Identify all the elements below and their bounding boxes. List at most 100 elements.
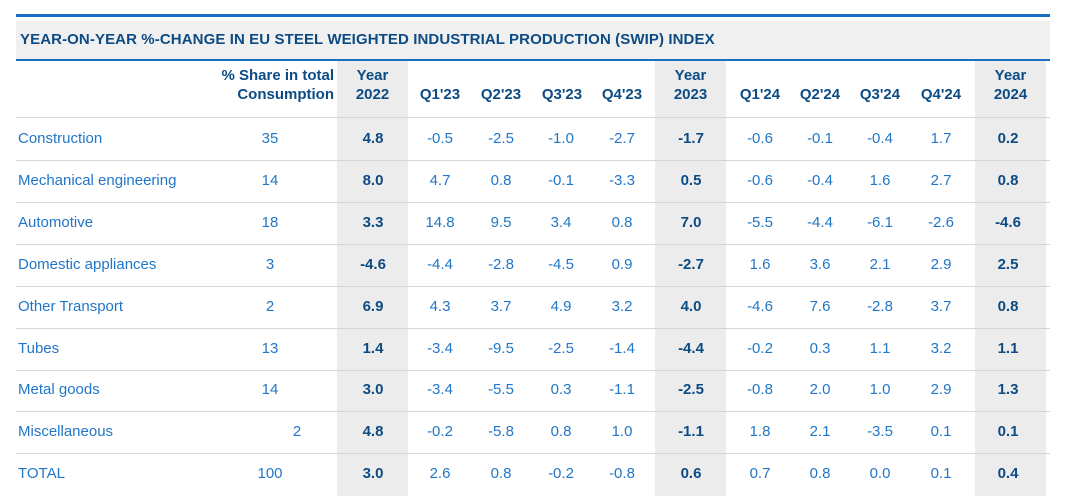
value-cell-y2022: 3.0 (362, 465, 384, 483)
value-cell-q2-23: 0.8 (490, 171, 512, 189)
value-cell-q2-23: -5.8 (488, 423, 514, 441)
value-cell-q3-23: -0.1 (548, 171, 574, 189)
value-cell-q1-24: 1.8 (749, 423, 771, 441)
value-cell-q1-23: -3.4 (427, 381, 453, 399)
row-divider (16, 285, 1050, 287)
value-cell-y2023: 0.5 (680, 171, 702, 189)
value-cell-q4-23: 0.9 (611, 255, 633, 273)
value-cell-q2-24: 0.3 (809, 339, 831, 357)
value-cell-q3-24: -2.8 (867, 297, 893, 315)
value-cell-q2-23: 9.5 (490, 213, 512, 231)
sector-label: Other Transport (18, 297, 124, 315)
header-q1-23: Q1'23 (419, 86, 461, 103)
title-bar: YEAR-ON-YEAR %-CHANGE IN EU STEEL WEIGHT… (16, 21, 1050, 61)
value-cell-q3-24: 1.0 (869, 381, 891, 399)
value-cell-y2023: -2.7 (678, 255, 704, 273)
value-cell-y2022: 4.8 (362, 423, 384, 441)
value-cell-q4-24: 0.1 (930, 423, 952, 441)
value-cell-q4-23: -1.4 (609, 339, 635, 357)
header-year-2022: Year 2022 (355, 67, 390, 103)
value-cell-q4-24: -2.6 (928, 213, 954, 231)
value-cell-y2022: 3.0 (362, 381, 384, 399)
value-cell-q1-24: -0.8 (747, 381, 773, 399)
value-cell-q1-24: -0.2 (747, 339, 773, 357)
value-cell-q4-24: 2.9 (930, 381, 952, 399)
share-cell: 3 (265, 255, 275, 273)
value-cell-q1-23: -0.5 (427, 130, 453, 147)
value-cell-q3-24: 1.1 (869, 339, 891, 357)
value-cell-q3-23: 0.3 (550, 381, 572, 399)
value-cell-q2-24: 0.8 (809, 465, 831, 483)
share-cell: 35 (261, 130, 279, 147)
value-cell-q2-23: -2.5 (488, 130, 514, 147)
header-share: % Share in total Consumption (221, 67, 334, 103)
value-cell-q3-23: 4.9 (550, 297, 572, 315)
value-cell-q1-24: -4.6 (747, 297, 773, 315)
sector-label: TOTAL (18, 465, 65, 483)
row-divider (16, 243, 1050, 245)
sector-label: Miscellaneous (18, 423, 114, 441)
header-q3-24: Q3'24 (859, 86, 901, 103)
top-rule (16, 14, 1050, 17)
header-q2-24: Q2'24 (799, 86, 841, 103)
value-cell-y2024: 0.8 (997, 171, 1019, 189)
sector-label: Mechanical engineering (18, 171, 177, 189)
value-cell-q4-24: 1.7 (930, 130, 952, 147)
header-divider (16, 117, 1050, 118)
value-cell-q3-23: 0.8 (550, 423, 572, 441)
value-cell-y2024: 2.5 (997, 255, 1019, 273)
value-cell-y2024: 0.2 (997, 130, 1019, 147)
value-cell-q4-24: 3.2 (930, 339, 952, 357)
value-cell-q3-24: 1.6 (869, 171, 891, 189)
value-cell-y2022: -4.6 (360, 255, 386, 273)
header-q3-23: Q3'23 (541, 86, 583, 103)
value-cell-q3-23: -4.5 (548, 255, 574, 273)
value-cell-q2-24: 7.6 (809, 297, 831, 315)
sector-label: Metal goods (18, 381, 100, 399)
value-cell-q2-24: 2.1 (809, 423, 831, 441)
value-cell-q2-23: -2.8 (488, 255, 514, 273)
shade-year-2024 (975, 61, 1046, 496)
value-cell-q4-24: 2.9 (930, 255, 952, 273)
value-cell-q4-23: -1.1 (609, 381, 635, 399)
value-cell-y2024: 0.4 (997, 465, 1019, 483)
share-cell: 14 (261, 171, 279, 189)
value-cell-q4-23: -3.3 (609, 171, 635, 189)
value-cell-q3-23: 3.4 (550, 213, 572, 231)
header-q4-24: Q4'24 (920, 86, 962, 103)
row-divider (16, 411, 1050, 413)
value-cell-q4-24: 3.7 (930, 297, 952, 315)
sector-label: Construction (18, 130, 103, 147)
row-divider (16, 201, 1050, 203)
value-cell-q2-23: -5.5 (488, 381, 514, 399)
value-cell-q1-24: -5.5 (747, 213, 773, 231)
value-cell-q3-24: -0.4 (867, 130, 893, 147)
value-cell-q2-24: 3.6 (809, 255, 831, 273)
value-cell-q3-23: -1.0 (548, 130, 574, 147)
row-divider (16, 369, 1050, 371)
row-divider (16, 327, 1050, 329)
value-cell-y2023: -4.4 (678, 339, 704, 357)
value-cell-y2024: 0.1 (997, 423, 1019, 441)
value-cell-q1-23: -0.2 (427, 423, 453, 441)
value-cell-y2022: 1.4 (362, 339, 384, 357)
sector-label: Tubes (18, 339, 60, 357)
value-cell-y2024: 1.1 (997, 339, 1019, 357)
header-q2-23: Q2'23 (480, 86, 522, 103)
value-cell-q1-23: -3.4 (427, 339, 453, 357)
value-cell-y2024: -4.6 (995, 213, 1021, 231)
value-cell-y2023: -1.7 (678, 130, 704, 147)
value-cell-q1-24: -0.6 (747, 130, 773, 147)
value-cell-q4-23: -0.8 (609, 465, 635, 483)
header-q4-23: Q4'23 (601, 86, 643, 103)
value-cell-q1-24: 0.7 (749, 465, 771, 483)
shade-year-2023 (655, 61, 726, 496)
header-year-2023: Year 2023 (673, 67, 708, 103)
shade-year-2022 (337, 61, 408, 496)
value-cell-y2022: 3.3 (362, 213, 384, 231)
value-cell-q4-23: 3.2 (611, 297, 633, 315)
value-cell-y2024: 1.3 (997, 381, 1019, 399)
value-cell-y2023: 0.6 (680, 465, 702, 483)
value-cell-q2-24: -0.4 (807, 171, 833, 189)
value-cell-q1-23: -4.4 (427, 255, 453, 273)
